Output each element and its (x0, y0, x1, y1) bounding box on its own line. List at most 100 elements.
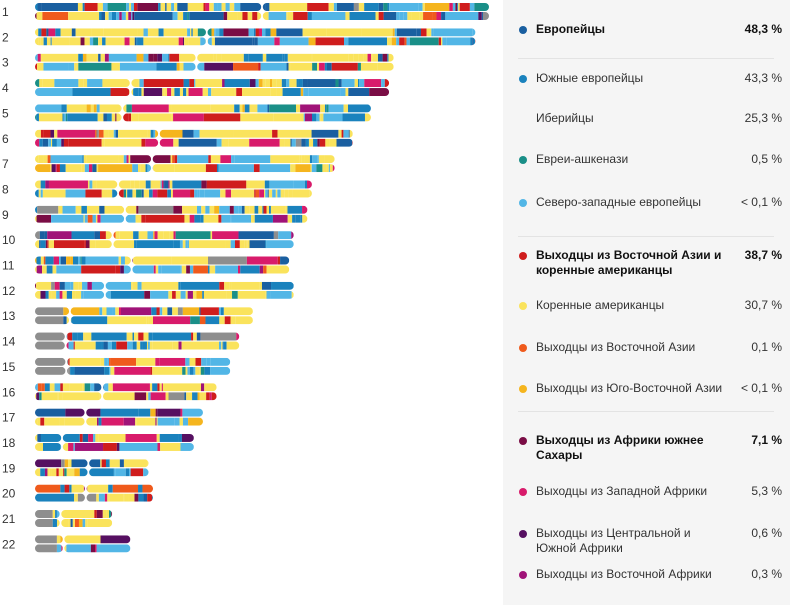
ancestry-segment (260, 62, 287, 71)
ancestry-segment (113, 129, 116, 138)
ancestry-segment (284, 53, 288, 62)
ancestry-segment (302, 28, 325, 37)
ancestry-segment (164, 180, 169, 189)
ancestry-segment (271, 79, 277, 88)
ancestry-segment (36, 12, 43, 20)
ancestry-segment (383, 3, 388, 11)
ancestry-segment (278, 231, 292, 240)
ancestry-segment (291, 290, 294, 299)
ancestry-segment (287, 12, 294, 20)
ancestry-segment (105, 231, 113, 240)
ancestry-segment (249, 138, 280, 147)
ancestry-segment (143, 37, 179, 46)
ancestry-segment (289, 79, 297, 88)
ancestry-segment (309, 155, 313, 164)
ancestry-segment (221, 138, 229, 147)
legend-item-label: Южные европейцы (536, 71, 644, 85)
ancestry-segment (129, 468, 131, 477)
ancestry-segment (93, 104, 97, 113)
ancestry-segment (214, 28, 216, 37)
ancestry-segment (269, 3, 308, 11)
ancestry-segment (138, 408, 151, 417)
ancestry-segment (324, 62, 327, 71)
ancestry-segment (35, 155, 39, 164)
ancestry-segment (126, 3, 130, 11)
ancestry-segment (103, 442, 117, 451)
ancestry-segment (44, 417, 60, 426)
chromosome-strand (35, 417, 203, 426)
ancestry-segment (248, 28, 254, 37)
ancestry-segment (458, 3, 460, 11)
ancestry-segment (248, 53, 263, 62)
ancestry-segment (137, 28, 144, 37)
ancestry-segment (180, 290, 186, 299)
chromosome-label: 9 (2, 208, 9, 222)
ancestry-segment (215, 265, 238, 274)
ancestry-segment (261, 281, 272, 290)
ancestry-segment (371, 53, 373, 62)
ancestry-segment (116, 113, 121, 122)
ancestry-segment (129, 37, 135, 46)
ancestry-segment (189, 366, 194, 375)
ancestry-segment (103, 113, 107, 122)
ancestry-segment (68, 442, 74, 451)
ancestry-segment (225, 240, 231, 249)
ancestry-segment (369, 88, 390, 97)
ancestry-segment (273, 113, 301, 122)
ancestry-segment (279, 138, 285, 147)
ancestry-segment (42, 138, 49, 147)
ancestry-segment (35, 37, 39, 46)
ancestry-segment (189, 265, 194, 274)
ancestry-segment (41, 28, 47, 37)
ancestry-segment (39, 231, 45, 240)
ancestry-segment (201, 357, 207, 366)
ancestry-segment (71, 459, 101, 468)
ancestry-segment (94, 231, 100, 240)
ancestry-segment (147, 493, 153, 502)
ancestry-segment (361, 28, 393, 37)
ancestry-segment (77, 332, 84, 341)
ancestry-segment (71, 316, 108, 325)
ancestry-segment (98, 53, 101, 62)
ancestry-segment (65, 332, 68, 341)
ancestry-segment (101, 459, 106, 468)
ancestry-segment (60, 28, 72, 37)
ancestry-segment (300, 214, 303, 223)
ancestry-segment (48, 138, 52, 147)
ancestry-segment (60, 383, 63, 392)
ancestry-segment (168, 392, 185, 401)
ancestry-segment (317, 62, 320, 71)
ancestry-segment (50, 164, 52, 173)
ancestry-segment (174, 3, 178, 11)
ancestry-segment (210, 366, 231, 375)
chromosome-label: 5 (2, 106, 9, 120)
ancestry-segment (132, 164, 138, 173)
ancestry-segment (104, 366, 110, 375)
ancestry-segment (80, 37, 85, 46)
ancestry-segment (219, 205, 230, 214)
ancestry-segment (172, 341, 179, 350)
unassigned-segment (35, 341, 66, 350)
ancestry-segment (97, 113, 104, 122)
ancestry-segment (319, 138, 326, 147)
ancestry-segment (103, 28, 138, 37)
ancestry-segment (35, 53, 38, 62)
ancestry-segment (442, 37, 447, 46)
ancestry-segment (162, 88, 165, 97)
ancestry-segment (123, 189, 127, 198)
ancestry-segment (44, 383, 50, 392)
ancestry-segment (200, 366, 205, 375)
ancestry-segment (143, 493, 148, 502)
ancestry-segment (59, 281, 65, 290)
ancestry-segment (199, 392, 204, 401)
ancestry-segment (43, 442, 61, 451)
ancestry-segment (115, 468, 126, 477)
ancestry-segment (51, 138, 53, 147)
ancestry-segment (150, 180, 161, 189)
ancestry-segment (265, 28, 271, 37)
ancestry-segment (101, 138, 105, 147)
ancestry-segment (188, 417, 203, 426)
ancestry-segment (234, 88, 237, 97)
ancestry-segment (62, 113, 64, 122)
ancestry-segment (377, 62, 394, 71)
